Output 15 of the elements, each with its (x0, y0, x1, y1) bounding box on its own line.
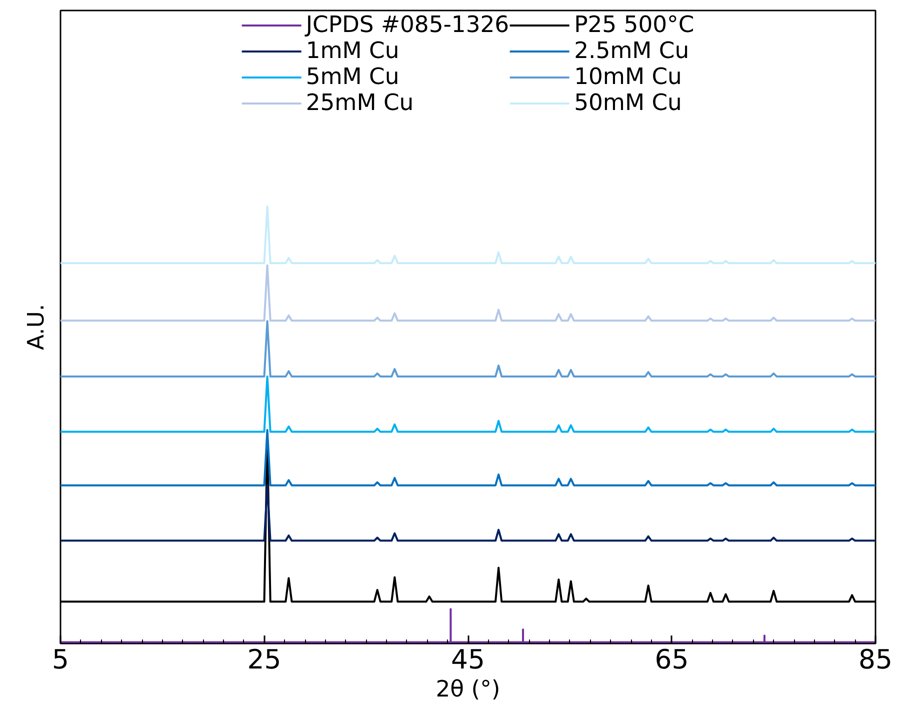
x-tick-label: 5 (52, 644, 69, 676)
x-axis-title: 2θ (°) (436, 676, 500, 702)
legend-label: 1mM Cu (306, 38, 400, 64)
legend-label: 25mM Cu (306, 90, 414, 116)
legend-label: 10mM Cu (574, 64, 682, 90)
x-tick-label: 65 (654, 644, 689, 676)
y-axis-title: A.U. (24, 304, 50, 350)
legend-label: 5mM Cu (306, 64, 400, 90)
legend-label: 50mM Cu (574, 90, 682, 116)
x-tick-label: 85 (858, 644, 892, 676)
legend-label: P25 500°C (574, 12, 694, 38)
x-tick-label: 25 (247, 644, 282, 676)
x-tick-label: 45 (451, 644, 485, 676)
legend-label: 2.5mM Cu (574, 38, 690, 64)
legend-label: JCPDS #085-1326 (306, 12, 510, 38)
